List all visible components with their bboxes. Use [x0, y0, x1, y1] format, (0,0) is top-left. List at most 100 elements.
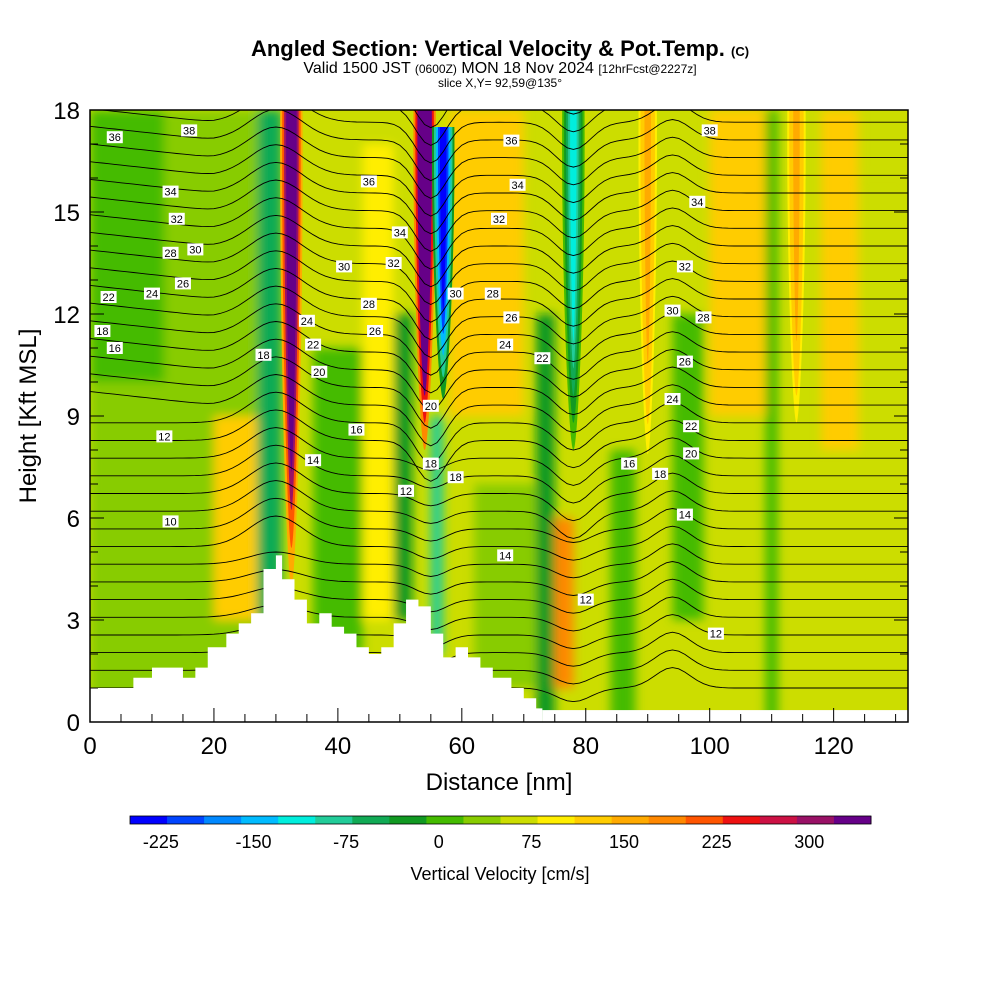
theta-label: 28	[484, 287, 501, 301]
theta-label-box	[689, 195, 706, 208]
field-band	[765, 110, 778, 722]
theta-label-box	[422, 399, 439, 412]
theta-label: 18	[652, 467, 669, 481]
field-band	[554, 518, 574, 688]
theta-label: 16	[621, 457, 638, 471]
theta-label: 10	[162, 515, 179, 528]
theta-label-text: 30	[189, 244, 201, 256]
theta-contour	[90, 578, 908, 614]
theta-label-box	[484, 287, 501, 300]
theta-label-box	[701, 124, 718, 137]
theta-label-text: 24	[499, 340, 511, 352]
theta-label: 20	[683, 447, 700, 460]
theta-label-box	[106, 131, 123, 144]
field-band	[474, 484, 537, 688]
theta-label-text: 34	[164, 187, 176, 199]
theta-label-text: 36	[505, 136, 517, 148]
theta-label-text: 34	[691, 197, 703, 209]
theta-label-text: 30	[666, 306, 678, 318]
theta-contour	[90, 614, 908, 650]
theta-label-text: 16	[109, 343, 121, 355]
y-tick-label: 6	[67, 506, 80, 533]
theta-label: 22	[305, 338, 322, 352]
theta-contour	[90, 179, 908, 252]
x-tick-label: 120	[814, 733, 854, 760]
field-band	[393, 314, 413, 620]
theta-label-text: 32	[388, 258, 400, 270]
theta-contour	[90, 480, 908, 539]
theta-label: 22	[683, 420, 700, 433]
theta-label-text: 12	[580, 595, 592, 607]
theta-label: 30	[447, 287, 464, 301]
theta-label: 24	[664, 393, 681, 406]
colorbar-swatch	[759, 816, 798, 824]
theta-label-box	[385, 257, 402, 269]
colorbar-tick-label: -75	[333, 832, 359, 852]
colorbar-swatch	[204, 816, 242, 824]
theta-label: 36	[360, 175, 377, 188]
colorbar-swatch	[278, 816, 316, 824]
theta-contour	[90, 214, 908, 288]
theta-label-text: 28	[164, 248, 176, 260]
y-tick-label: 3	[67, 608, 80, 635]
y-tick-label: 0	[67, 710, 80, 737]
theta-label-text: 30	[449, 289, 461, 301]
theta-label-text: 28	[697, 312, 709, 324]
theta-label-text: 18	[449, 472, 461, 484]
field-band	[449, 110, 524, 416]
y-tick-label: 9	[67, 404, 80, 431]
x-axis-label: Distance [nm]	[426, 769, 573, 796]
chart-subtitle: Valid 1500 JST (0600Z) MON 18 Nov 2024 […	[303, 60, 697, 77]
colorbar-frame	[129, 815, 872, 825]
updraft-core	[785, 110, 808, 450]
field-band	[257, 110, 283, 620]
theta-label: 32	[676, 260, 693, 273]
theta-label-box	[683, 420, 700, 433]
theta-label-text: 36	[363, 176, 375, 188]
theta-contour	[90, 197, 908, 270]
theta-label-box	[94, 325, 111, 337]
theta-label-text: 20	[685, 448, 697, 460]
colorbar-tick-label: -225	[143, 832, 179, 852]
theta-label-box	[447, 287, 464, 300]
theta-label-text: 36	[109, 132, 121, 144]
field-band	[610, 450, 636, 722]
colorbar-swatch	[537, 816, 576, 824]
colorbar-tick-label: 150	[609, 832, 639, 852]
theta-label-box	[348, 423, 365, 436]
theta-label-text: 20	[313, 367, 325, 379]
theta-label-box	[621, 457, 638, 470]
colorbar-tick-label: 300	[794, 832, 824, 852]
field-core-level	[421, 110, 428, 342]
colorbar-swatch	[611, 816, 650, 824]
theta-label-box	[497, 549, 514, 562]
colorbar-tick-label: 0	[434, 832, 444, 852]
downdraft-core	[562, 110, 585, 450]
theta-contour	[90, 303, 908, 376]
theta-label: 20	[422, 399, 439, 413]
theta-label: 36	[503, 134, 520, 148]
theta-label-text: 26	[177, 278, 189, 290]
theta-label-box	[367, 325, 384, 337]
theta-contour	[90, 356, 908, 429]
theta-label: 32	[491, 212, 507, 226]
theta-label-box	[491, 212, 507, 225]
theta-label-box	[298, 314, 315, 327]
theta-label-box	[422, 457, 439, 470]
theta-label: 12	[398, 484, 415, 498]
theta-contour	[90, 444, 908, 504]
theta-label: 24	[143, 287, 160, 301]
colorbar-swatch	[241, 816, 279, 824]
field-core-level	[793, 110, 800, 342]
theta-contour	[90, 596, 908, 632]
theta-contour	[90, 374, 908, 447]
theta-label-text: 12	[158, 431, 170, 443]
theta-label: 32	[385, 257, 402, 270]
theta-label-box	[181, 124, 198, 137]
theta-label-box	[398, 484, 415, 497]
theta-label-text: 16	[350, 425, 362, 437]
theta-label: 34	[509, 178, 526, 192]
theta-label-text: 38	[704, 125, 716, 137]
y-tick-label: 15	[53, 200, 80, 227]
